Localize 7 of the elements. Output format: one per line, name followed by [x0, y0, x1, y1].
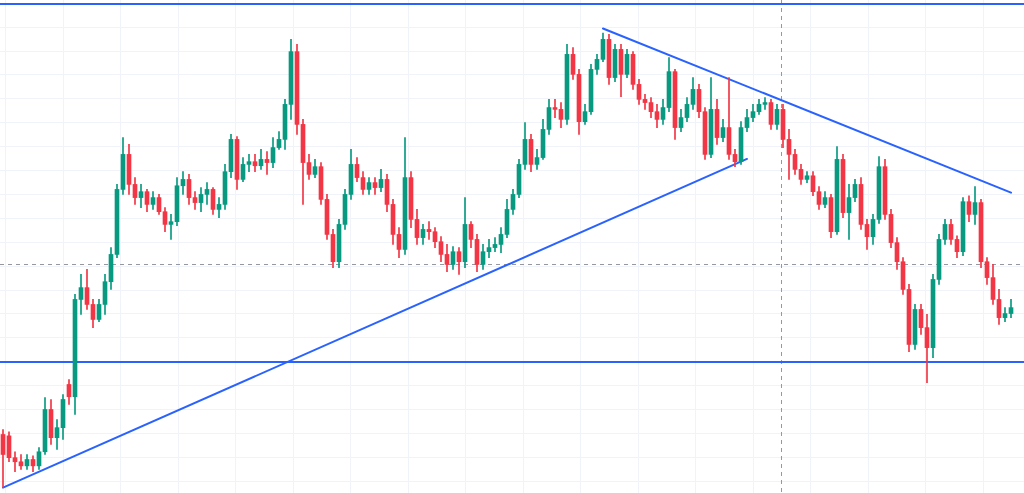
candlestick: [486, 239, 492, 258]
candlestick: [552, 99, 558, 118]
candlestick: [246, 154, 252, 173]
candlestick: [168, 214, 174, 240]
candlestick: [204, 182, 210, 205]
candlestick: [12, 451, 18, 473]
candlestick: [762, 97, 768, 110]
